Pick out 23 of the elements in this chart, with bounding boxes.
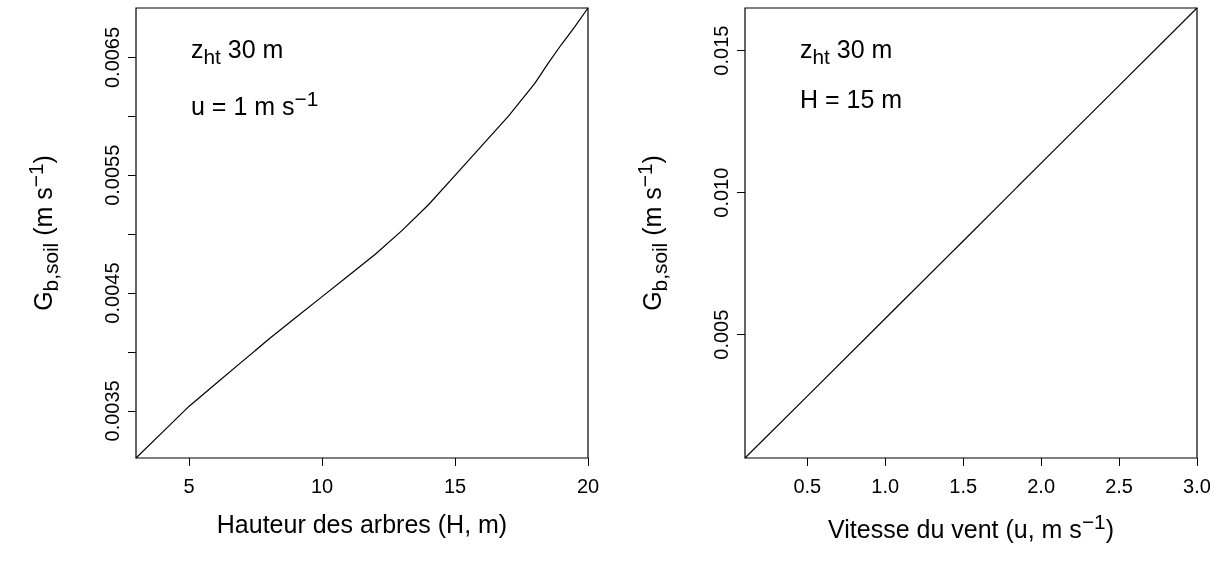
x-tick-label: 5 <box>183 475 195 497</box>
x-tick-label: 20 <box>576 475 600 497</box>
x-tick-label: 1.5 <box>949 475 978 497</box>
y-tick-label: 0.0035 <box>101 380 123 442</box>
annotation: z$_{ht}$ 30 m <box>191 34 285 70</box>
x-axis-title: Vitesse du vent (u, m s$^{−1}$) <box>827 510 1115 545</box>
x-tick-label: 10 <box>310 475 334 497</box>
annotation: u = 1 m s$^{−1}$ <box>191 86 319 123</box>
y-tick-label: 0.005 <box>710 309 732 360</box>
y-tick-label: 0.015 <box>710 25 732 76</box>
y-tick-label: 0.0055 <box>101 144 123 206</box>
x-tick-label: 2.0 <box>1027 475 1056 497</box>
x-tick-label: 1.0 <box>871 475 900 497</box>
x-tick-label: 15 <box>443 475 467 497</box>
annotation: H = 15 m <box>800 84 903 115</box>
x-axis-title: Hauteur des arbres (H, m) <box>215 510 509 539</box>
y-tick-label: 0.0045 <box>101 262 123 324</box>
x-tick-label: 2.5 <box>1105 475 1133 497</box>
x-tick-label: 3.0 <box>1183 475 1211 497</box>
annotation: z$_{ht}$ 30 m <box>800 34 894 70</box>
y-tick-label: 0.0065 <box>101 26 123 89</box>
x-tick-label: 0.5 <box>793 475 822 497</box>
y-tick-label: 0.010 <box>710 167 732 218</box>
